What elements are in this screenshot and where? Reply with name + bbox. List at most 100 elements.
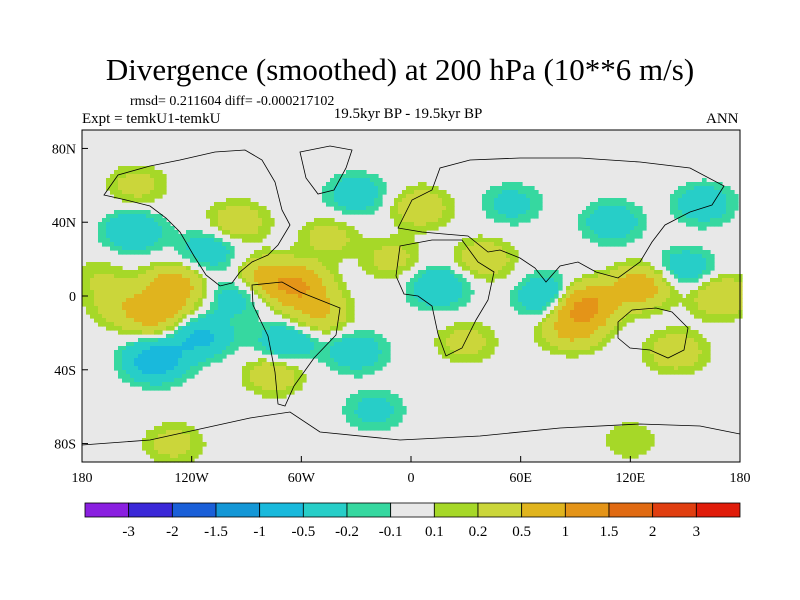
field-cell <box>250 330 255 335</box>
field-cell <box>142 214 147 219</box>
field-cell <box>134 346 139 351</box>
field-cell <box>226 226 231 231</box>
field-cell <box>242 274 247 279</box>
field-cell <box>90 266 95 271</box>
field-cell <box>422 186 427 191</box>
field-cell <box>690 354 695 359</box>
field-cell <box>350 234 355 239</box>
field-cell <box>650 286 655 291</box>
field-cell <box>218 210 223 215</box>
field-cell <box>534 334 539 339</box>
field-cell <box>602 318 607 323</box>
field-cell <box>538 330 543 335</box>
field-cell <box>538 206 543 211</box>
field-cell <box>606 234 611 239</box>
field-cell <box>126 250 131 255</box>
field-cell <box>266 322 271 327</box>
field-cell <box>662 298 667 303</box>
field-cell <box>650 442 655 447</box>
field-cell <box>638 290 643 295</box>
field-cell <box>254 238 259 243</box>
field-cell <box>222 326 227 331</box>
field-cell <box>162 230 167 235</box>
field-cell <box>146 310 151 315</box>
field-cell <box>118 310 123 315</box>
field-cell <box>262 274 267 279</box>
field-cell <box>686 362 691 367</box>
field-cell <box>366 362 371 367</box>
field-cell <box>686 222 691 227</box>
field-cell <box>170 270 175 275</box>
field-cell <box>142 226 147 231</box>
field-cell <box>534 294 539 299</box>
field-cell <box>482 250 487 255</box>
field-cell <box>326 194 331 199</box>
field-cell <box>134 310 139 315</box>
field-cell <box>362 402 367 407</box>
field-cell <box>238 306 243 311</box>
field-cell <box>730 306 735 311</box>
field-cell <box>410 186 415 191</box>
field-cell <box>142 230 147 235</box>
field-cell <box>182 270 187 275</box>
field-cell <box>670 362 675 367</box>
field-cell <box>506 206 511 211</box>
field-cell <box>298 302 303 307</box>
field-cell <box>462 358 467 363</box>
field-cell <box>394 198 399 203</box>
field-cell <box>626 430 631 435</box>
field-cell <box>330 266 335 271</box>
field-cell <box>238 290 243 295</box>
field-cell <box>686 210 691 215</box>
field-cell <box>306 234 311 239</box>
field-cell <box>302 238 307 243</box>
field-cell <box>598 338 603 343</box>
field-cell <box>266 370 271 375</box>
field-cell <box>614 322 619 327</box>
field-cell <box>326 266 331 271</box>
field-cell <box>562 306 567 311</box>
field-cell <box>718 186 723 191</box>
field-cell <box>162 294 167 299</box>
field-cell <box>130 322 135 327</box>
field-cell <box>234 306 239 311</box>
field-cell <box>118 246 123 251</box>
field-cell <box>150 226 155 231</box>
field-cell <box>98 290 103 295</box>
field-cell <box>134 234 139 239</box>
field-cell <box>482 198 487 203</box>
field-cell <box>362 354 367 359</box>
field-cell <box>386 390 391 395</box>
field-cell <box>346 302 351 307</box>
field-cell <box>214 246 219 251</box>
field-cell <box>154 294 159 299</box>
field-cell <box>126 374 131 379</box>
field-cell <box>130 214 135 219</box>
field-cell <box>330 278 335 283</box>
field-cell <box>614 294 619 299</box>
field-cell <box>162 358 167 363</box>
field-cell <box>458 278 463 283</box>
field-cell <box>678 278 683 283</box>
field-cell <box>702 214 707 219</box>
field-cell <box>718 314 723 319</box>
field-cell <box>306 238 311 243</box>
field-cell <box>186 346 191 351</box>
field-cell <box>378 422 383 427</box>
field-cell <box>490 338 495 343</box>
field-cell <box>582 230 587 235</box>
field-cell <box>146 434 151 439</box>
field-cell <box>462 262 467 267</box>
field-cell <box>558 314 563 319</box>
field-cell <box>174 358 179 363</box>
field-cell <box>218 222 223 227</box>
field-cell <box>666 302 671 307</box>
field-cell <box>294 386 299 391</box>
field-cell <box>446 270 451 275</box>
field-cell <box>298 314 303 319</box>
field-cell <box>626 306 631 311</box>
field-cell <box>638 434 643 439</box>
field-cell <box>714 302 719 307</box>
field-cell <box>614 218 619 223</box>
field-cell <box>106 306 111 311</box>
